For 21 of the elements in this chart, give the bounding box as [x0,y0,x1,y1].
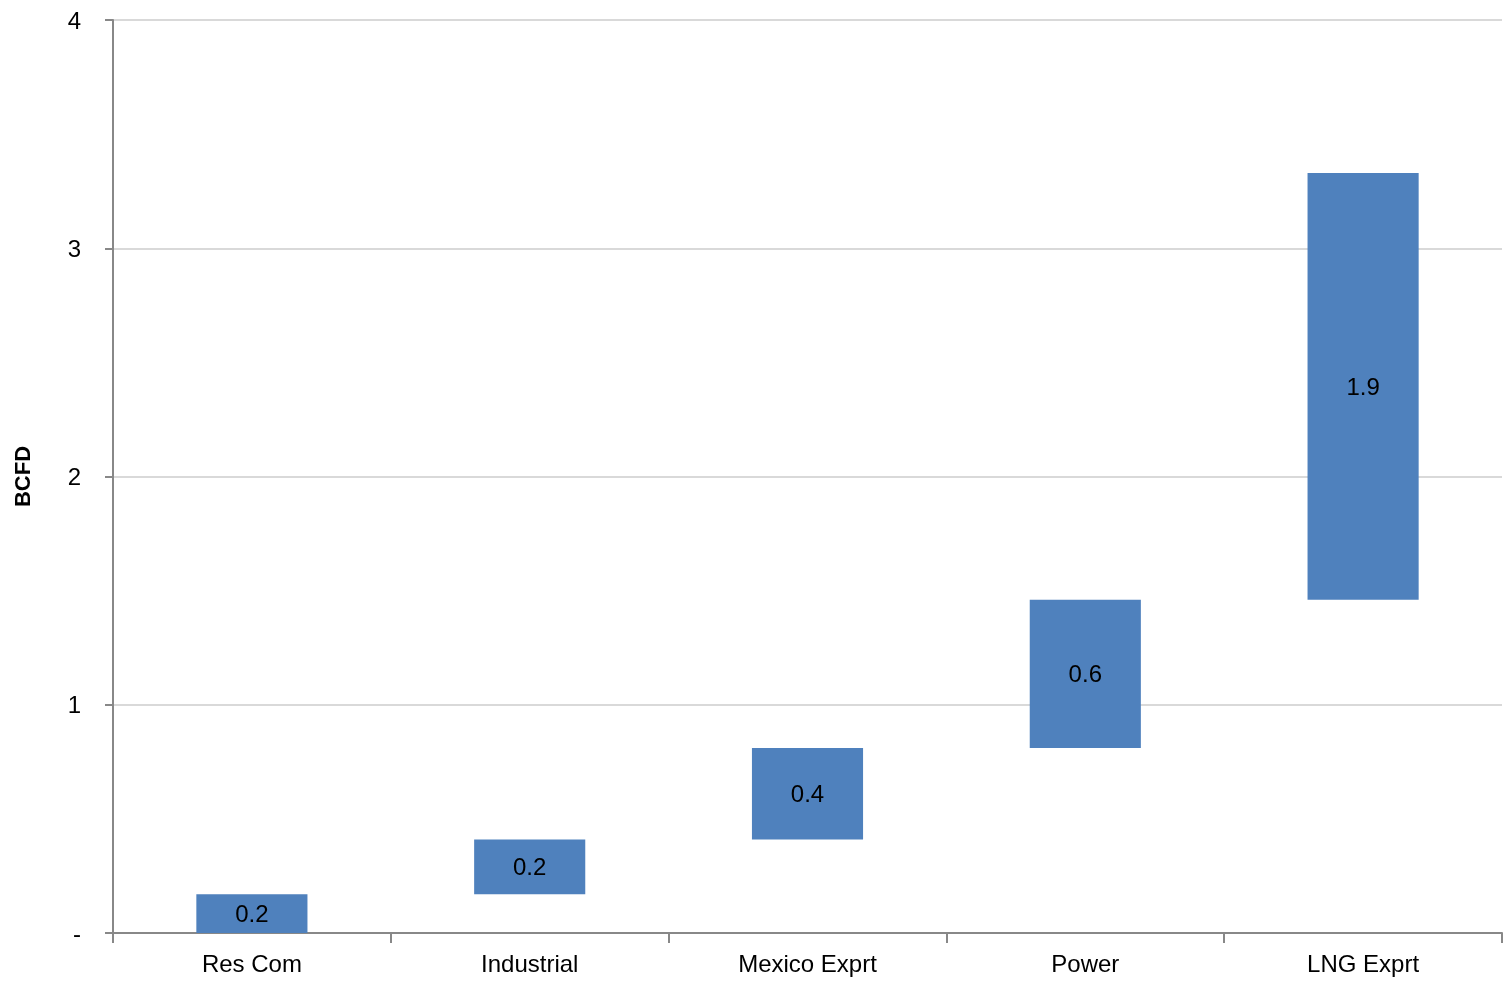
y-tick-label: - [73,919,81,947]
y-tick-label: 4 [67,6,81,34]
data-label: 0.4 [790,780,825,808]
x-tick-label: Mexico Exprt [738,949,878,977]
x-tick-label: Industrial [481,949,579,977]
data-label: 0.2 [513,853,547,881]
y-axis-title: BCFD [9,445,35,508]
bar [196,894,308,933]
y-tick-label: 3 [67,234,81,262]
bar [751,748,864,840]
data-label: 0.2 [235,900,269,928]
x-tick-label: Res Com [201,949,302,977]
x-tick-label: LNG Exprt [1307,949,1420,977]
bar [474,839,586,895]
bar [1307,172,1419,600]
x-tick-label: Power [1051,949,1120,977]
data-label: 0.6 [1068,660,1102,688]
bar [1029,599,1141,749]
y-tick-label: 1 [67,691,81,719]
y-tick-label: 2 [67,463,81,490]
data-label: 1.9 [1346,372,1380,400]
